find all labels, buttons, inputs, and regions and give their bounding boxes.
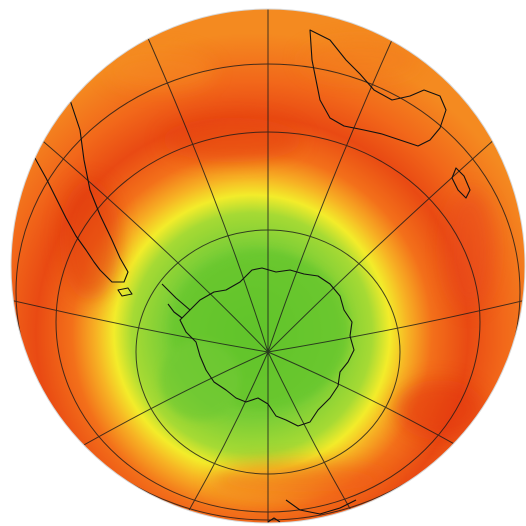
falklands-coast	[117, 287, 133, 297]
meridian-line	[11, 299, 269, 353]
south-america-coast	[25, 39, 129, 283]
graticule	[11, 9, 525, 523]
new-zealand-coast	[451, 167, 471, 199]
meridian-line	[267, 21, 401, 353]
coastlines	[25, 29, 471, 523]
meridian-line	[267, 351, 361, 523]
meridian-line	[139, 19, 269, 353]
meridian-line	[179, 351, 269, 523]
globe-outline	[10, 8, 526, 524]
meridian-line	[267, 129, 506, 353]
island-coast	[267, 517, 281, 523]
antarctica-coast	[179, 267, 355, 427]
meridian-line	[29, 129, 269, 353]
antarctica-peninsula	[161, 283, 191, 319]
meridian-line	[267, 299, 525, 353]
africa-coast	[285, 499, 357, 515]
australia-coast	[309, 29, 447, 147]
